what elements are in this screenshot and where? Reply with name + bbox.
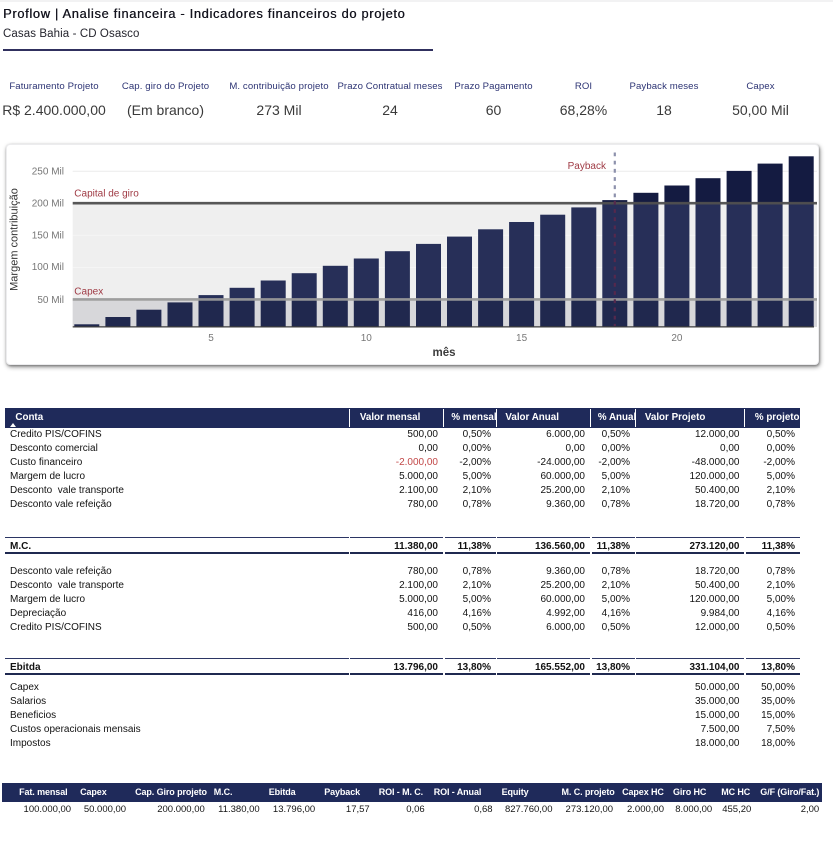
svg-text:Capital de giro: Capital de giro: [74, 188, 139, 199]
svg-text:50 Mil: 50 Mil: [37, 295, 64, 306]
svg-text:5: 5: [208, 333, 214, 344]
svg-text:20: 20: [671, 333, 683, 344]
svg-text:mês: mês: [432, 347, 455, 359]
svg-text:100 Mil: 100 Mil: [32, 262, 64, 273]
svg-text:Capex: Capex: [74, 287, 103, 298]
svg-text:15: 15: [516, 333, 528, 344]
svg-text:10: 10: [361, 333, 373, 344]
svg-text:Payback: Payback: [568, 161, 607, 172]
svg-text:250 Mil: 250 Mil: [32, 167, 64, 178]
svg-text:Margem contribuição: Margem contribuição: [9, 188, 21, 291]
svg-text:150 Mil: 150 Mil: [32, 231, 64, 242]
svg-text:200 Mil: 200 Mil: [32, 198, 64, 209]
